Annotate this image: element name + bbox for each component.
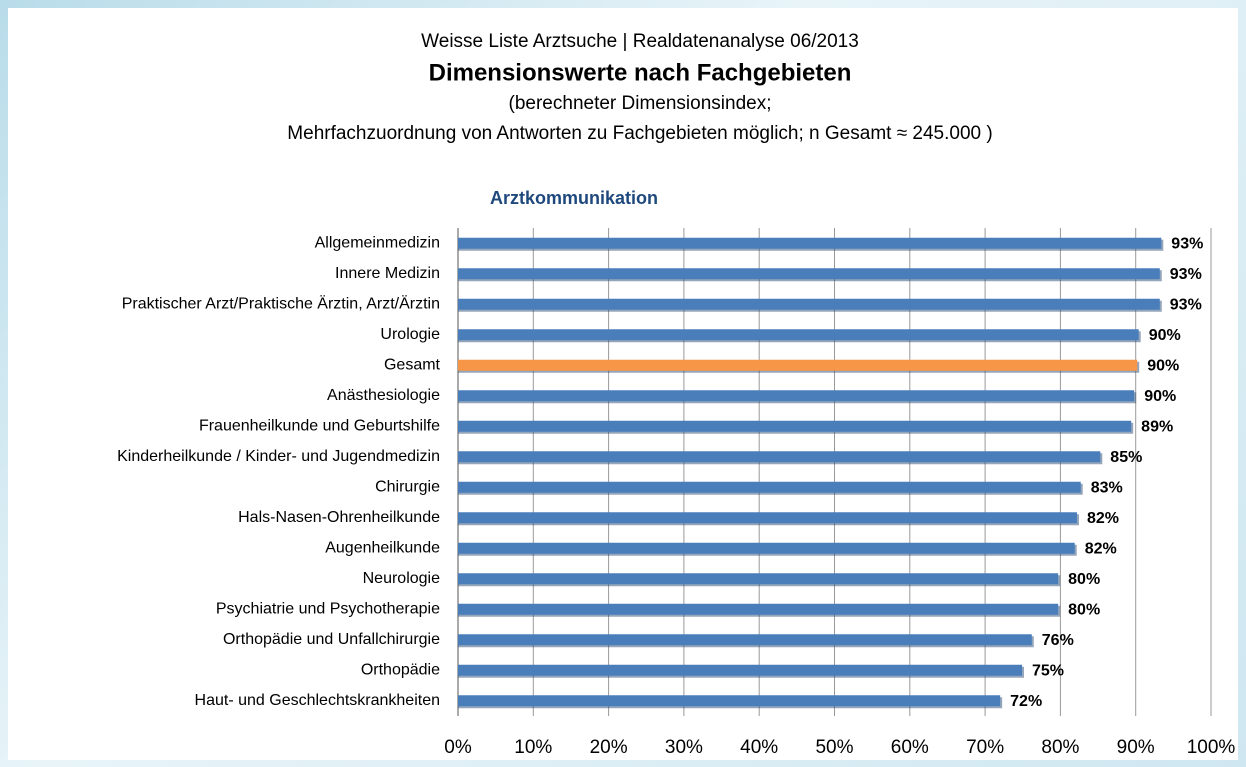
y-tick-label: Anästhesiologie (327, 387, 440, 404)
y-tick-label: Psychiatrie und Psychotherapie (216, 600, 440, 617)
y-tick-label: Hals-Nasen-Ohrenheilkunde (238, 509, 440, 526)
bar (458, 329, 1139, 341)
data-label: 82% (1087, 510, 1119, 527)
y-tick-label: Innere Medizin (335, 265, 440, 282)
y-tick-label: Orthopädie (361, 661, 440, 678)
bar (458, 237, 1162, 249)
x-tick-label: 40% (740, 737, 778, 758)
data-label: 90% (1147, 357, 1179, 374)
y-tick-label: Urologie (380, 326, 440, 343)
x-tick-label: 10% (514, 737, 552, 758)
y-tick-label: Haut- und Geschlechtskrankheiten (195, 692, 440, 709)
y-tick-label: Frauenheilkunde und Geburtshilfe (199, 417, 440, 434)
bar (458, 634, 1032, 646)
bar (458, 603, 1059, 615)
y-tick-label: Praktischer Arzt/Praktische Ärztin, Arzt… (122, 294, 440, 312)
bar (458, 664, 1022, 676)
data-label: 82% (1085, 540, 1117, 557)
y-tick-label: Neurologie (363, 570, 440, 587)
x-tick-label: 60% (891, 737, 929, 758)
panel-title: Arztkommunikation (490, 188, 658, 208)
x-tick-label: 20% (590, 737, 628, 758)
bar (458, 451, 1101, 463)
bar (458, 512, 1077, 524)
bar (458, 573, 1059, 585)
bar (458, 359, 1138, 371)
y-tick-label: Kinderheilkunde / Kinder- und Jugendmedi… (117, 448, 440, 465)
x-tick-label: 30% (665, 737, 703, 758)
x-tick-label: 0% (444, 737, 472, 758)
bar (458, 542, 1075, 554)
data-label: 89% (1141, 418, 1173, 435)
data-label: 83% (1091, 479, 1123, 496)
data-label: 75% (1032, 662, 1064, 679)
bar (458, 481, 1081, 493)
subtitle: Mehrfachzuordnung von Antworten zu Fachg… (287, 123, 992, 144)
x-tick-label: 70% (966, 737, 1004, 758)
data-label: 93% (1170, 266, 1202, 283)
x-tick-label: 50% (815, 737, 853, 758)
x-tick-label: 80% (1041, 737, 1079, 758)
data-label: 93% (1170, 296, 1202, 313)
x-tick-label: 100% (1187, 737, 1236, 758)
y-tick-label: Chirurgie (375, 478, 440, 495)
bar (458, 420, 1132, 432)
data-label: 93% (1171, 235, 1203, 252)
supertitle: Weisse Liste Arztsuche | Realdatenanalys… (421, 31, 859, 52)
subtitle: (berechneter Dimensionsindex; (509, 93, 772, 114)
chart-title: Dimensionswerte nach Fachgebieten (429, 59, 852, 86)
y-tick-label: Gesamt (384, 356, 441, 373)
y-tick-label: Augenheilkunde (325, 539, 440, 556)
bar (458, 298, 1160, 310)
bar (458, 390, 1135, 402)
bar (458, 268, 1160, 280)
data-label: 90% (1149, 327, 1181, 344)
data-label: 80% (1068, 571, 1100, 588)
data-label: 72% (1010, 693, 1042, 710)
y-tick-label: Orthopädie und Unfallchirurgie (223, 631, 440, 648)
data-label: 90% (1144, 388, 1176, 405)
bar (458, 695, 1001, 707)
data-label: 85% (1110, 449, 1142, 466)
x-tick-label: 90% (1117, 737, 1155, 758)
data-label: 80% (1068, 601, 1100, 618)
y-tick-label: Allgemeinmedizin (315, 234, 440, 251)
data-label: 76% (1042, 632, 1074, 649)
